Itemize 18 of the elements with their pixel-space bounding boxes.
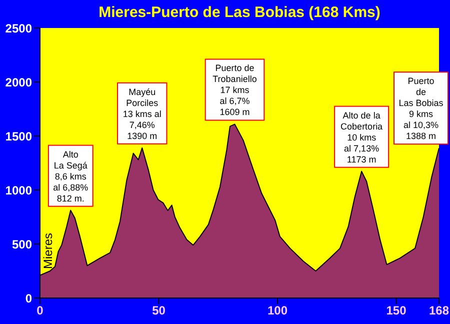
annotation: Puerto de Las Bobias 9 kms al 10,3% 1388 m — [398, 76, 444, 142]
x-tick-label: 100 — [267, 304, 288, 318]
x-tick-label: 50 — [152, 304, 166, 318]
y-tick-label: 1000 — [5, 183, 32, 198]
annotation: Mieres — [41, 232, 55, 269]
x-tick-label: 0 — [36, 304, 44, 318]
y-tick-label: 500 — [12, 237, 32, 252]
x-tick-label: 150 — [386, 304, 407, 318]
annotation: Alto de la Cobertoria 10 kms al 7,13% 1173 m — [340, 110, 383, 164]
y-tick-label: 2000 — [5, 75, 32, 90]
x-tick-label: 168 — [428, 304, 450, 318]
y-tick-label: 2500 — [5, 21, 32, 36]
annotation: Mayéu Porciles 13 kms al 7,46% 1390 m — [122, 86, 162, 141]
y-tick-label: 0 — [25, 291, 32, 306]
annotation: Alto La Segá 8,6 kms al 6,88% 812 m. — [53, 149, 88, 204]
annotation: Puerto de Trobaniello 17 kms al 6,7% 1609 m — [212, 63, 257, 118]
chart-title: Mieres-Puerto de Las Bobias (168 Kms) — [98, 4, 382, 21]
y-tick-label: 1500 — [5, 129, 32, 144]
